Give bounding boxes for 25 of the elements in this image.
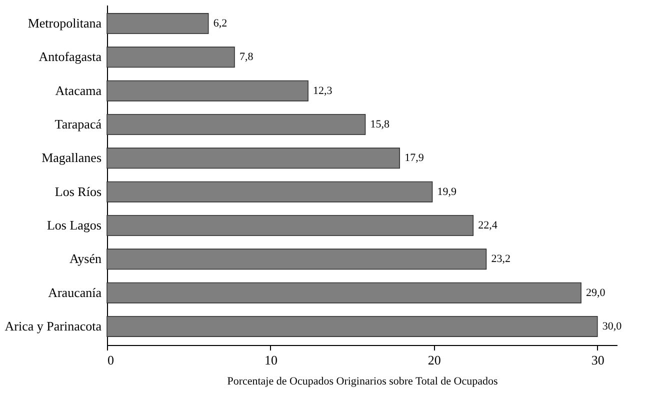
data-label: 30,0 [602,320,622,332]
y-tick-label: Aysén [69,251,102,266]
y-tick-label: Metropolitana [28,16,102,31]
x-axis-title: Porcentaje de Ocupados Originarios sobre Total de Ocupados [227,376,498,388]
x-tick-label: 20 [428,352,441,368]
x-tick-label: 30 [591,352,604,368]
y-tick-label: Magallanes [42,150,102,166]
x-tick-label: 0 [108,352,114,368]
y-tick-label: Araucanía [48,284,102,300]
data-label: 23,2 [491,253,510,266]
y-tick-label: Arica y Parinacota [4,318,102,334]
y-tick-label: Antofagasta [38,49,102,64]
data-label: 12,3 [313,84,333,97]
data-label: 22,4 [478,219,498,232]
data-label: 15,8 [370,118,390,131]
data-label: 19,9 [437,186,458,198]
y-tick-label: Atacama [55,82,102,98]
data-label: 7,8 [240,51,254,64]
data-label: 29,0 [586,286,606,299]
data-label: 17,9 [404,152,424,164]
y-tick-label: Los Ríos [54,184,102,199]
y-tick-label: Los Lagos [46,217,102,232]
data-label: 6,2 [213,18,228,30]
x-tick-label: 10 [264,352,278,368]
y-tick-label: Tarapacá [54,116,102,132]
